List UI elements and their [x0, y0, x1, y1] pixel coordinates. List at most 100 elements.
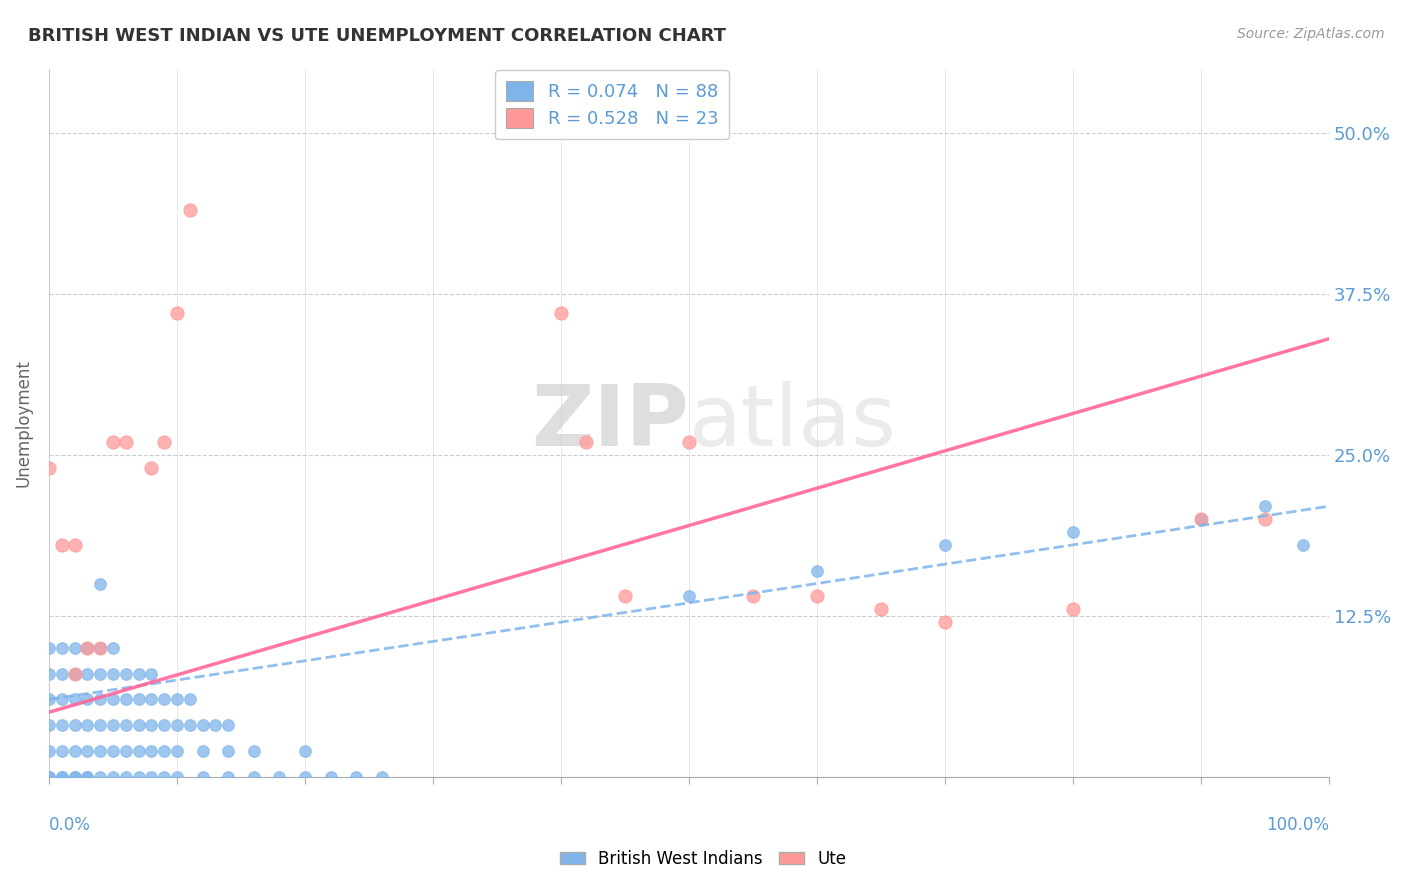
Point — [141, 460, 163, 475]
Point — [51, 718, 73, 732]
Point — [166, 306, 188, 320]
Point — [1254, 512, 1277, 526]
Point — [869, 602, 891, 616]
Point — [63, 718, 86, 732]
Point — [344, 770, 367, 784]
Point — [101, 434, 124, 449]
Point — [38, 460, 60, 475]
Text: 100.0%: 100.0% — [1265, 815, 1329, 833]
Point — [166, 692, 188, 706]
Point — [191, 744, 214, 758]
Point — [101, 744, 124, 758]
Point — [101, 718, 124, 732]
Point — [613, 590, 636, 604]
Point — [128, 692, 150, 706]
Point — [1254, 500, 1277, 514]
Point — [806, 590, 828, 604]
Point — [114, 744, 136, 758]
Point — [63, 770, 86, 784]
Point — [76, 718, 98, 732]
Point — [63, 744, 86, 758]
Point — [114, 434, 136, 449]
Point — [153, 692, 176, 706]
Point — [204, 718, 226, 732]
Text: 0.0%: 0.0% — [49, 815, 91, 833]
Text: BRITISH WEST INDIAN VS UTE UNEMPLOYMENT CORRELATION CHART: BRITISH WEST INDIAN VS UTE UNEMPLOYMENT … — [28, 27, 725, 45]
Point — [76, 770, 98, 784]
Point — [166, 718, 188, 732]
Point — [114, 666, 136, 681]
Point — [128, 744, 150, 758]
Point — [141, 692, 163, 706]
Y-axis label: Unemployment: Unemployment — [15, 359, 32, 486]
Point — [1189, 512, 1212, 526]
Point — [678, 434, 700, 449]
Point — [806, 564, 828, 578]
Point — [51, 770, 73, 784]
Point — [141, 744, 163, 758]
Point — [38, 770, 60, 784]
Point — [1062, 524, 1084, 539]
Point — [370, 770, 392, 784]
Point — [76, 640, 98, 655]
Point — [128, 666, 150, 681]
Point — [101, 640, 124, 655]
Point — [89, 666, 111, 681]
Point — [38, 666, 60, 681]
Point — [51, 692, 73, 706]
Point — [153, 744, 176, 758]
Point — [89, 576, 111, 591]
Point — [76, 640, 98, 655]
Point — [319, 770, 342, 784]
Point — [89, 640, 111, 655]
Point — [63, 640, 86, 655]
Point — [51, 538, 73, 552]
Point — [141, 770, 163, 784]
Point — [550, 306, 572, 320]
Point — [153, 770, 176, 784]
Point — [1189, 512, 1212, 526]
Point — [101, 666, 124, 681]
Point — [217, 770, 239, 784]
Point — [934, 615, 956, 629]
Text: ZIP: ZIP — [531, 381, 689, 464]
Legend: R = 0.074   N = 88, R = 0.528   N = 23: R = 0.074 N = 88, R = 0.528 N = 23 — [495, 70, 728, 139]
Point — [101, 770, 124, 784]
Legend: British West Indians, Ute: British West Indians, Ute — [553, 844, 853, 875]
Point — [76, 666, 98, 681]
Point — [242, 770, 264, 784]
Point — [141, 718, 163, 732]
Point — [153, 434, 176, 449]
Point — [575, 434, 598, 449]
Point — [38, 718, 60, 732]
Point — [166, 744, 188, 758]
Point — [76, 770, 98, 784]
Point — [242, 744, 264, 758]
Point — [63, 666, 86, 681]
Point — [51, 666, 73, 681]
Point — [89, 718, 111, 732]
Point — [101, 692, 124, 706]
Point — [1292, 538, 1315, 552]
Point — [63, 666, 86, 681]
Point — [63, 692, 86, 706]
Point — [51, 640, 73, 655]
Point — [269, 770, 291, 784]
Point — [678, 590, 700, 604]
Point — [76, 692, 98, 706]
Point — [191, 770, 214, 784]
Point — [934, 538, 956, 552]
Point — [191, 718, 214, 732]
Text: Source: ZipAtlas.com: Source: ZipAtlas.com — [1237, 27, 1385, 41]
Point — [741, 590, 763, 604]
Text: atlas: atlas — [689, 381, 897, 464]
Point — [63, 770, 86, 784]
Point — [76, 744, 98, 758]
Point — [153, 718, 176, 732]
Point — [1062, 602, 1084, 616]
Point — [128, 770, 150, 784]
Point — [51, 744, 73, 758]
Point — [63, 538, 86, 552]
Point — [166, 770, 188, 784]
Point — [128, 718, 150, 732]
